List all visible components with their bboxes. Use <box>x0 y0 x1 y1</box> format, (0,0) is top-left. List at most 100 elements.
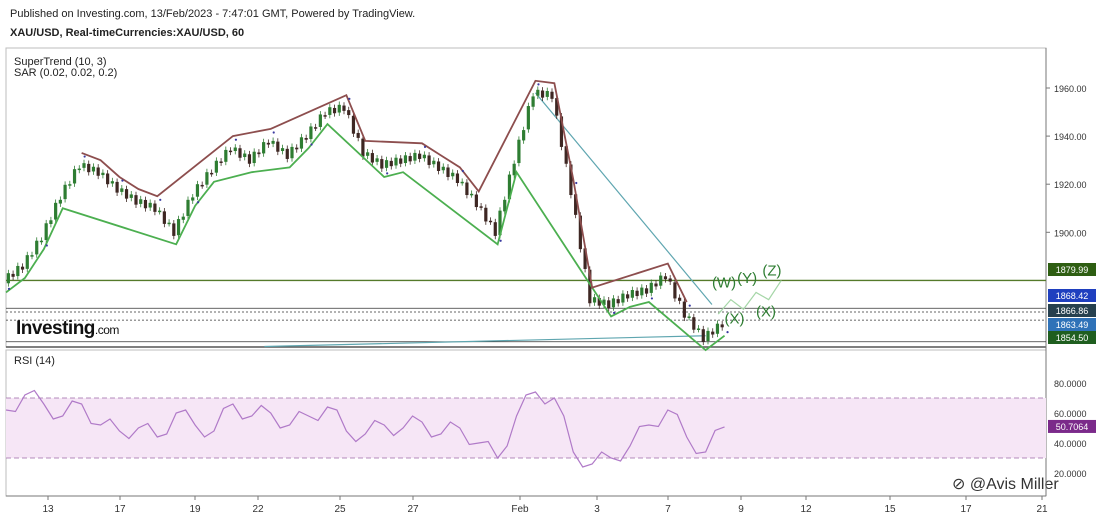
supertrend-label: SuperTrend (10, 3) <box>14 56 107 68</box>
time-tick-label: 19 <box>189 504 201 515</box>
candle-body <box>720 324 724 328</box>
candle-body <box>139 199 143 204</box>
candle-body <box>68 184 72 186</box>
candle-body <box>96 167 100 176</box>
candle-body <box>555 98 559 116</box>
time-tick-label: Feb <box>511 504 529 515</box>
candle-body <box>687 316 691 318</box>
candle-body <box>408 156 412 162</box>
candle-body <box>711 331 715 335</box>
candle-body <box>347 110 351 116</box>
sar-dot <box>159 198 162 201</box>
wave-label: (X) <box>756 303 776 320</box>
sar-dot <box>196 201 200 204</box>
sar-dot <box>612 311 616 314</box>
sar-dot <box>423 145 427 149</box>
candle-body <box>375 158 379 162</box>
candle-body <box>540 90 545 98</box>
level-label: 1854.50 <box>1056 333 1089 343</box>
candle-body <box>214 160 218 173</box>
candle-body <box>432 160 436 165</box>
investing-logo: Investing.com <box>16 318 119 339</box>
sar-dot <box>537 83 540 86</box>
time-tick-label: 9 <box>738 504 744 515</box>
candle-body <box>337 104 341 113</box>
wave-label: (Y) <box>737 270 757 287</box>
rsi-line <box>5 389 725 468</box>
sar-dot <box>461 169 464 173</box>
candle-body <box>247 154 252 164</box>
candle-body <box>323 115 327 117</box>
sar-dot <box>45 244 48 247</box>
candle-body <box>640 287 644 296</box>
candle-body <box>186 199 190 216</box>
candle-body <box>205 172 209 185</box>
candle-body <box>436 161 441 171</box>
price-tick-label: 1960.00 <box>1054 84 1087 94</box>
candle-body <box>295 147 299 150</box>
candle-body <box>503 199 507 212</box>
published-line: Published on Investing.com, 13/Feb/2023 … <box>10 8 416 20</box>
candle-body <box>413 152 417 161</box>
candle-body <box>266 142 270 145</box>
candle-body <box>101 172 105 176</box>
trendline <box>534 92 713 305</box>
candle-body <box>143 199 148 209</box>
rsi-value-box <box>1048 419 1096 433</box>
candle-body <box>356 132 360 138</box>
sar-dot <box>272 131 275 134</box>
candle-body <box>271 140 275 144</box>
candle-body <box>621 293 625 303</box>
candle-body <box>110 181 114 184</box>
price-pane-border <box>5 47 1047 348</box>
candle-body <box>446 167 450 177</box>
time-tick-label: 25 <box>334 504 346 515</box>
candle-body <box>210 172 214 175</box>
wave-label: (W) <box>712 275 736 292</box>
candle-body <box>531 96 535 107</box>
axes: 1960.00 1940.00 1920.00 1900.00 80.0000 60.00… <box>6 84 1087 515</box>
level-label-box <box>1048 263 1096 276</box>
candle-body <box>659 275 663 286</box>
candle-body <box>276 141 280 152</box>
candle-body <box>162 211 166 224</box>
candle-body <box>134 195 138 205</box>
candle-body <box>366 152 370 156</box>
price-pane: (W) (Y) (Z) (X) (X) <box>5 79 1046 352</box>
candle-body <box>654 283 658 287</box>
candle-body <box>25 255 29 269</box>
candle-body <box>290 146 294 159</box>
candle-body <box>91 166 96 172</box>
candle-body <box>30 255 34 257</box>
sar-dot <box>726 331 729 334</box>
candle-body <box>63 184 67 200</box>
candle-body <box>517 139 521 164</box>
candle-body <box>427 155 431 165</box>
time-tick-label: 12 <box>800 504 812 515</box>
candle-body <box>484 207 488 222</box>
rsi-label: RSI (14) <box>14 355 55 367</box>
level-label-box <box>1048 331 1096 344</box>
candle-body <box>441 166 445 171</box>
candle-body <box>569 164 573 196</box>
candle-body <box>309 126 313 139</box>
candle-body <box>422 154 426 159</box>
sar-dot <box>348 97 351 100</box>
time-tick-label: 27 <box>407 504 419 515</box>
candle-body <box>332 107 337 114</box>
candle-body <box>280 148 285 152</box>
candle-body <box>635 290 639 297</box>
candle-body <box>644 288 649 294</box>
candle-body <box>578 215 582 250</box>
time-tick-label: 22 <box>252 504 264 515</box>
candle-body <box>243 153 247 158</box>
candle-body <box>72 169 77 184</box>
level-label-box <box>1048 318 1096 331</box>
candle-body <box>488 220 493 223</box>
watermark: ⊘ @Avis Miller <box>952 476 1059 493</box>
candle-body <box>87 163 91 173</box>
time-tick-label: 17 <box>114 504 126 515</box>
candle-body <box>493 222 497 236</box>
candle-body <box>663 276 668 280</box>
candle-body <box>262 142 266 154</box>
